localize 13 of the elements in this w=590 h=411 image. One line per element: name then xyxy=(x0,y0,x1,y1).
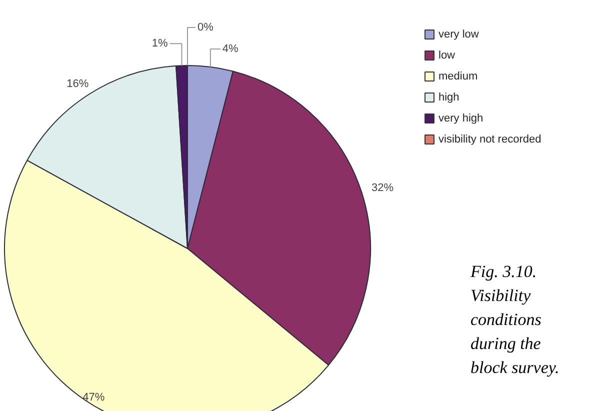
data-label: 32% xyxy=(371,182,394,194)
text: 0% xyxy=(198,22,214,34)
data-label: 16% xyxy=(66,78,89,90)
data-label: 47% xyxy=(82,392,105,404)
legend-label: very low xyxy=(438,28,479,40)
data-label: 1% xyxy=(152,38,168,50)
legend-label: visibility not recorded xyxy=(438,134,542,146)
legend-label: medium xyxy=(438,70,478,82)
data-label: 4% xyxy=(222,42,239,55)
legend-label: low xyxy=(438,50,456,62)
caption: Fig. 3.10. Visibility conditions during the block survey. xyxy=(470,262,560,377)
legend-label: very high xyxy=(438,112,484,124)
legend-label: high xyxy=(438,92,460,104)
